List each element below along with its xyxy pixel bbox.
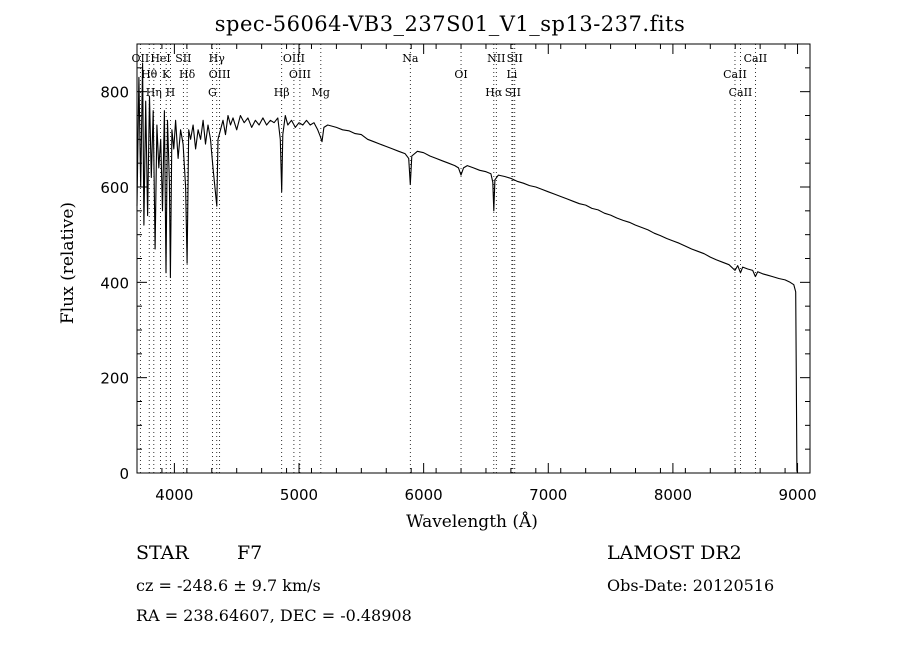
line-label: Hη bbox=[146, 86, 162, 99]
line-label: SII bbox=[505, 86, 521, 99]
line-label: Hβ bbox=[274, 86, 290, 99]
line-label: G bbox=[208, 86, 217, 99]
object-subclass: F7 bbox=[237, 542, 263, 564]
y-axis-label: Flux (relative) bbox=[58, 201, 78, 325]
chart-title: spec-56064-VB3_237S01_V1_sp13-237.fits bbox=[214, 12, 686, 36]
line-label: Hγ bbox=[209, 52, 226, 65]
x-tick-label: 8000 bbox=[654, 486, 692, 504]
y-tick-label: 600 bbox=[100, 179, 129, 197]
line-label: HeI bbox=[150, 52, 170, 65]
line-label: OI bbox=[454, 68, 467, 81]
line-label: CaII bbox=[729, 86, 753, 99]
x-axis-label: Wavelength (Å) bbox=[406, 512, 538, 532]
line-label: Li bbox=[506, 68, 517, 81]
x-tick-label: 6000 bbox=[405, 486, 443, 504]
line-label: SII bbox=[507, 52, 523, 65]
x-tick-label: 7000 bbox=[529, 486, 567, 504]
y-tick-label: 200 bbox=[100, 370, 129, 388]
line-label: CaII bbox=[744, 52, 768, 65]
line-label: Mg bbox=[312, 86, 330, 99]
line-label: SII bbox=[175, 52, 191, 65]
line-label: OIII bbox=[289, 68, 311, 81]
line-label: Hθ bbox=[141, 68, 158, 81]
line-label: H bbox=[166, 86, 176, 99]
plot-frame bbox=[136, 43, 811, 474]
line-label: Na bbox=[402, 52, 419, 65]
redshift-info: cz = -248.6 ± 9.7 km/s bbox=[136, 576, 321, 595]
obs-date: Obs-Date: 20120516 bbox=[607, 576, 775, 595]
line-label: OII bbox=[132, 52, 150, 65]
ra-dec-info: RA = 238.64607, DEC = -0.48908 bbox=[136, 606, 412, 625]
line-label: K bbox=[162, 68, 171, 81]
line-label: Hα bbox=[485, 86, 503, 99]
y-tick-label: 400 bbox=[100, 274, 129, 292]
line-label: Hδ bbox=[179, 68, 196, 81]
object-class: STAR bbox=[136, 542, 189, 564]
line-label: CaII bbox=[723, 68, 747, 81]
survey-label: LAMOST DR2 bbox=[607, 542, 742, 564]
x-tick-label: 9000 bbox=[778, 486, 816, 504]
line-label: OIII bbox=[283, 52, 305, 65]
line-label: OIII bbox=[209, 68, 231, 81]
y-tick-label: 0 bbox=[119, 465, 129, 483]
x-tick-label: 4000 bbox=[155, 486, 193, 504]
x-tick-label: 5000 bbox=[280, 486, 318, 504]
spectrum-series-line bbox=[136, 62, 799, 474]
line-label: NII bbox=[487, 52, 505, 65]
y-tick-label: 800 bbox=[100, 84, 129, 102]
